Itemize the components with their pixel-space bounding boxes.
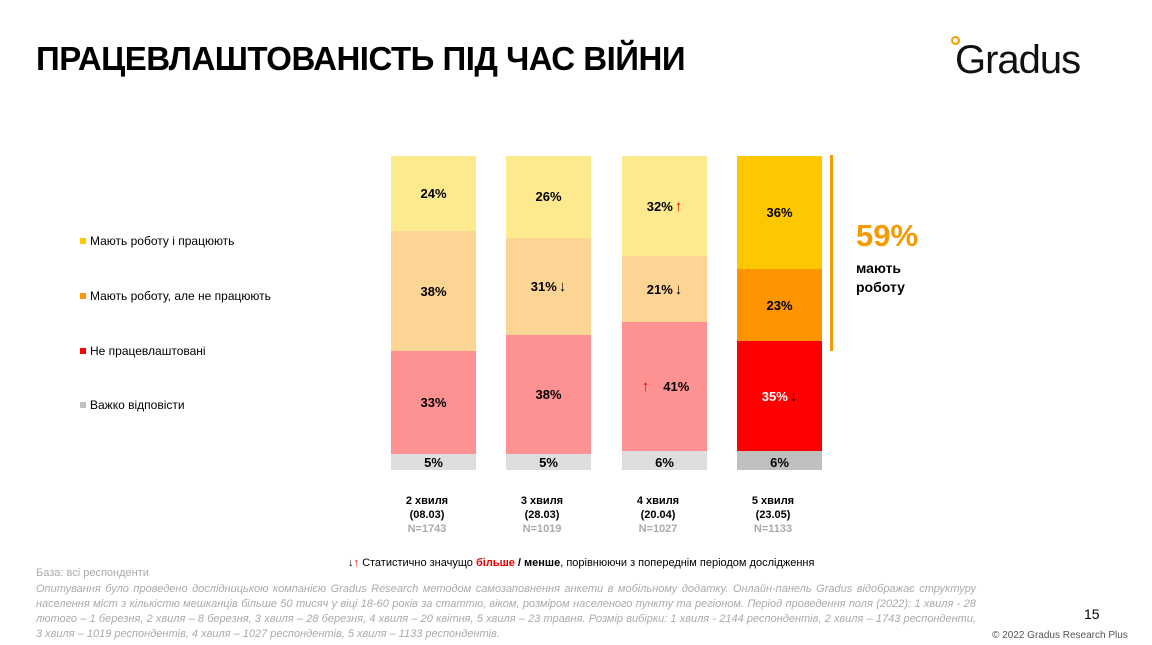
note-sep: /	[514, 557, 525, 569]
legend-item: Не працевлаштовані	[80, 344, 206, 358]
copyright: © 2022 Gradus Research Plus	[992, 630, 1128, 641]
legend-label: Мають роботу, але не працюють	[90, 289, 271, 303]
arrow-down-icon: ↓	[789, 387, 798, 405]
x-label-date: (20.04)	[640, 509, 676, 521]
bar-segment: 23%	[737, 269, 822, 342]
note-less: менше	[524, 557, 561, 569]
legend-swatch	[80, 348, 86, 354]
bar-segment: 5%	[506, 454, 591, 470]
legend-label: Не працевлаштовані	[90, 344, 206, 358]
employed-bracket	[830, 155, 833, 351]
legend-item: Мають роботу і працюють	[80, 234, 234, 248]
note-post: , порівнюючи з попереднім періодом дослі…	[560, 557, 815, 569]
arrow-up-icon: ↑	[674, 197, 683, 215]
x-tick-label: 2 хвиля (08.03) N=1743	[367, 494, 487, 536]
bar-segment: 33%	[391, 350, 476, 455]
data-label: 26%	[535, 189, 562, 205]
x-tick-label: 5 хвиля (23.05) N=1133	[713, 494, 833, 536]
data-label: 32%	[646, 198, 673, 214]
arrow-down-icon: ↓	[674, 280, 683, 298]
legend-label: Важко відповісти	[90, 398, 185, 412]
methodology-note: Опитування було проведено дослідницькою …	[36, 583, 976, 640]
bar-segment: 5%	[391, 454, 476, 470]
legend-swatch	[80, 402, 86, 408]
data-label: 5%	[539, 454, 558, 470]
bar-stack: 26% 31% ↓ 38% 5%	[506, 156, 591, 470]
bar-stack: 24% 38% 33% 5%	[391, 156, 476, 470]
x-label-date: (08.03)	[409, 509, 445, 521]
data-label: 31%	[530, 278, 557, 294]
arrow-down-icon: ↓	[558, 277, 567, 295]
legend-item: Важко відповісти	[80, 398, 185, 412]
x-label-wave: 3 хвиля	[520, 495, 564, 507]
note-more: більше	[475, 557, 515, 569]
bar-segment: 24%	[391, 156, 476, 232]
employed-total: 59%	[856, 218, 919, 253]
legend-label: Мають роботу і працюють	[90, 234, 235, 248]
data-label: 21%	[646, 281, 673, 297]
bar-segment: 32% ↑	[622, 156, 707, 257]
x-label-n: N=1019	[522, 523, 562, 535]
significance-note: ↓↑ Статистично значущо більше / менше, п…	[348, 557, 814, 569]
data-label: 6%	[770, 454, 789, 470]
data-label: 6%	[655, 454, 674, 470]
data-label: 41%	[663, 379, 690, 395]
data-label: 33%	[420, 394, 447, 410]
x-label-wave: 2 хвиля	[405, 495, 449, 507]
x-tick-label: 3 хвиля (28.03) N=1019	[482, 494, 602, 536]
arrow-up-icon: ↑	[641, 378, 650, 396]
data-label: 38%	[420, 283, 447, 299]
data-label: 35%	[761, 388, 788, 404]
logo-dot-icon	[951, 36, 960, 45]
bar-segment: 31% ↓	[506, 237, 591, 335]
data-label: 24%	[420, 186, 447, 202]
gradus-logo: Gradus	[951, 36, 1081, 83]
bar-segment: 38%	[506, 334, 591, 455]
page-title: ПРАЦЕВЛАШТОВАНІСТЬ ПІД ЧАС ВІЙНИ	[36, 40, 686, 77]
bar-segment: 6%	[622, 451, 707, 470]
note-pre: Статистично значущо	[362, 557, 476, 569]
employed-label: мають роботу	[856, 260, 905, 295]
x-tick-label: 4 хвиля (20.04) N=1027	[598, 494, 718, 536]
bar-segment: 35% ↓	[737, 341, 822, 452]
x-label-n: N=1133	[753, 523, 793, 535]
legend-swatch	[80, 238, 86, 244]
bar-segment: 36%	[737, 156, 822, 270]
arrow-down-icon: ↓	[348, 557, 354, 569]
base-note: База: всі респонденти	[36, 567, 149, 579]
page-number: 15	[1084, 606, 1100, 622]
bar-segment: 26%	[506, 156, 591, 238]
legend-item: Мають роботу, але не працюють	[80, 289, 271, 303]
bar-segment: 21% ↓	[622, 256, 707, 323]
x-label-date: (28.03)	[524, 509, 560, 521]
bar-segment: ↑ 41%	[622, 322, 707, 452]
x-label-wave: 4 хвиля	[636, 495, 680, 507]
data-label: 36%	[766, 205, 793, 221]
bar-stack: 32% ↑ 21% ↓ ↑ 41% 6%	[622, 156, 707, 470]
bar-segment: 38%	[391, 231, 476, 351]
x-label-date: (23.05)	[755, 509, 791, 521]
logo-text: Gradus	[955, 38, 1081, 82]
x-label-wave: 5 хвиля	[751, 495, 795, 507]
x-label-n: N=1027	[638, 523, 678, 535]
bar-segment: 6%	[737, 451, 822, 470]
legend-swatch	[80, 293, 86, 299]
arrow-up-icon: ↑	[353, 557, 360, 569]
bar-stack: 36% 23% 35% ↓ 6%	[737, 156, 822, 470]
data-label: 23%	[766, 297, 793, 313]
x-label-n: N=1743	[407, 523, 447, 535]
data-label: 38%	[535, 387, 562, 403]
data-label: 5%	[424, 454, 443, 470]
